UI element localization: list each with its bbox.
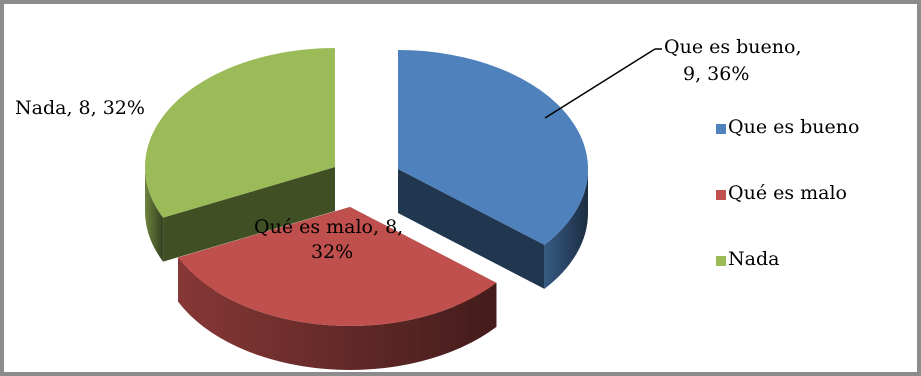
slice-top-face (144, 48, 335, 218)
slice-top-face (398, 50, 588, 245)
legend-item-que-es-bueno: Que es bueno (716, 116, 906, 182)
legend: Que es bueno Qué es malo Nada (716, 116, 906, 314)
legend-swatch-nada (716, 256, 726, 266)
leader-line-que-es-bueno (544, 48, 656, 119)
pie-slice-nada (144, 48, 335, 262)
legend-item-que-es-malo: Qué es malo (716, 182, 906, 248)
pie-slice-que-es-malo (178, 207, 497, 370)
data-label-nada: Nada, 8, 32% (15, 97, 145, 119)
legend-label-que-es-malo: Qué es malo (728, 182, 847, 204)
legend-label-que-es-bueno: Que es bueno (728, 116, 860, 138)
legend-swatch-que-es-malo (716, 190, 726, 200)
legend-label-nada: Nada (728, 248, 780, 270)
pie-slice-que-es-bueno (398, 50, 588, 289)
slice-top-face (178, 207, 497, 327)
slice-cut-face (163, 167, 335, 262)
data-label-que-es-bueno-line2: 9, 36% (683, 63, 749, 85)
slice-outer-wall (178, 257, 497, 370)
data-label-que-es-malo-line2: 32% (311, 241, 353, 263)
legend-item-nada: Nada (716, 248, 906, 314)
data-label-que-es-malo-line1: Qué es malo, 8, (254, 216, 403, 238)
legend-swatch-que-es-bueno (716, 124, 726, 134)
slice-outer-wall (145, 167, 164, 262)
data-label-que-es-bueno-line1: Que es bueno, (664, 36, 802, 58)
slice-cut-face (398, 169, 545, 289)
slice-outer-wall (544, 169, 588, 289)
